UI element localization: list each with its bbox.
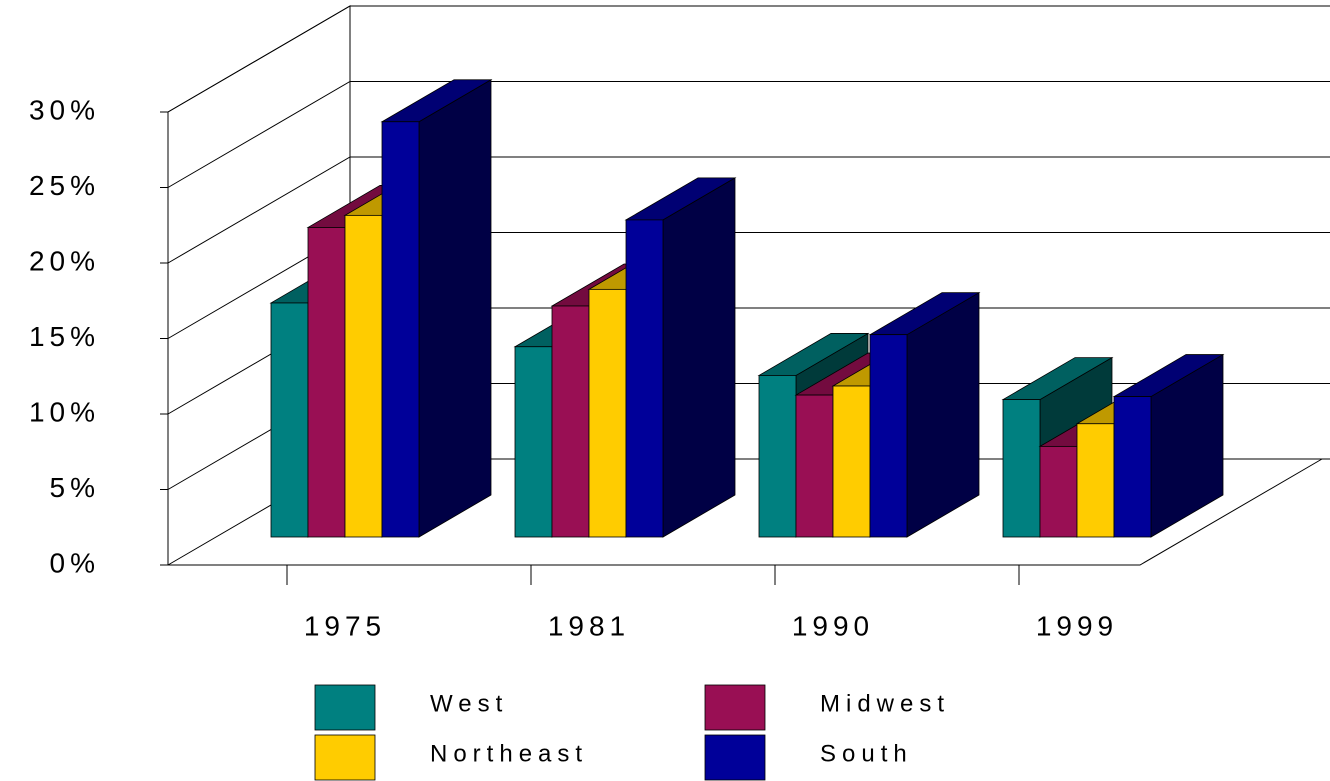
x-tick-label: 1990 bbox=[792, 610, 874, 641]
bar bbox=[869, 334, 908, 538]
legend-swatch bbox=[314, 684, 376, 731]
grid-line bbox=[167, 156, 1330, 264]
legend-swatch bbox=[314, 734, 376, 781]
y-tick-label: 25% bbox=[29, 170, 100, 201]
bar bbox=[588, 288, 627, 538]
legend-label: West bbox=[430, 690, 508, 717]
legend-label: Midwest bbox=[820, 690, 950, 717]
legend-label: Northeast bbox=[430, 740, 588, 767]
bar-side bbox=[418, 79, 492, 538]
bar bbox=[381, 121, 420, 538]
grid-line bbox=[167, 81, 1330, 188]
x-tick-label: 1999 bbox=[1036, 610, 1118, 641]
bar bbox=[1002, 399, 1041, 538]
bar bbox=[795, 394, 834, 538]
x-tick-label: 1975 bbox=[304, 610, 386, 641]
bar bbox=[551, 305, 590, 538]
bar bbox=[1039, 445, 1078, 538]
bar bbox=[832, 385, 871, 538]
bar bbox=[1076, 423, 1115, 538]
y-tick-label: 20% bbox=[29, 245, 100, 276]
bar-side bbox=[906, 291, 980, 538]
legend-swatch bbox=[704, 734, 766, 781]
grid-line bbox=[167, 5, 1330, 113]
y-tick-label: 10% bbox=[29, 396, 100, 427]
y-tick-label: 0% bbox=[50, 547, 100, 578]
bar bbox=[270, 302, 309, 538]
bar bbox=[1113, 396, 1152, 538]
legend-label: South bbox=[820, 740, 913, 767]
y-tick-label: 5% bbox=[50, 472, 100, 503]
bar bbox=[307, 227, 346, 538]
floor bbox=[168, 458, 1323, 566]
bar bbox=[758, 375, 797, 538]
legend-swatch bbox=[704, 684, 766, 731]
x-tick-label: 1981 bbox=[548, 610, 630, 641]
y-tick-label: 15% bbox=[29, 321, 100, 352]
bar bbox=[514, 346, 553, 538]
bar bbox=[625, 219, 664, 538]
bar-side bbox=[662, 177, 736, 538]
bar bbox=[344, 214, 383, 538]
y-tick-label: 30% bbox=[29, 94, 100, 125]
